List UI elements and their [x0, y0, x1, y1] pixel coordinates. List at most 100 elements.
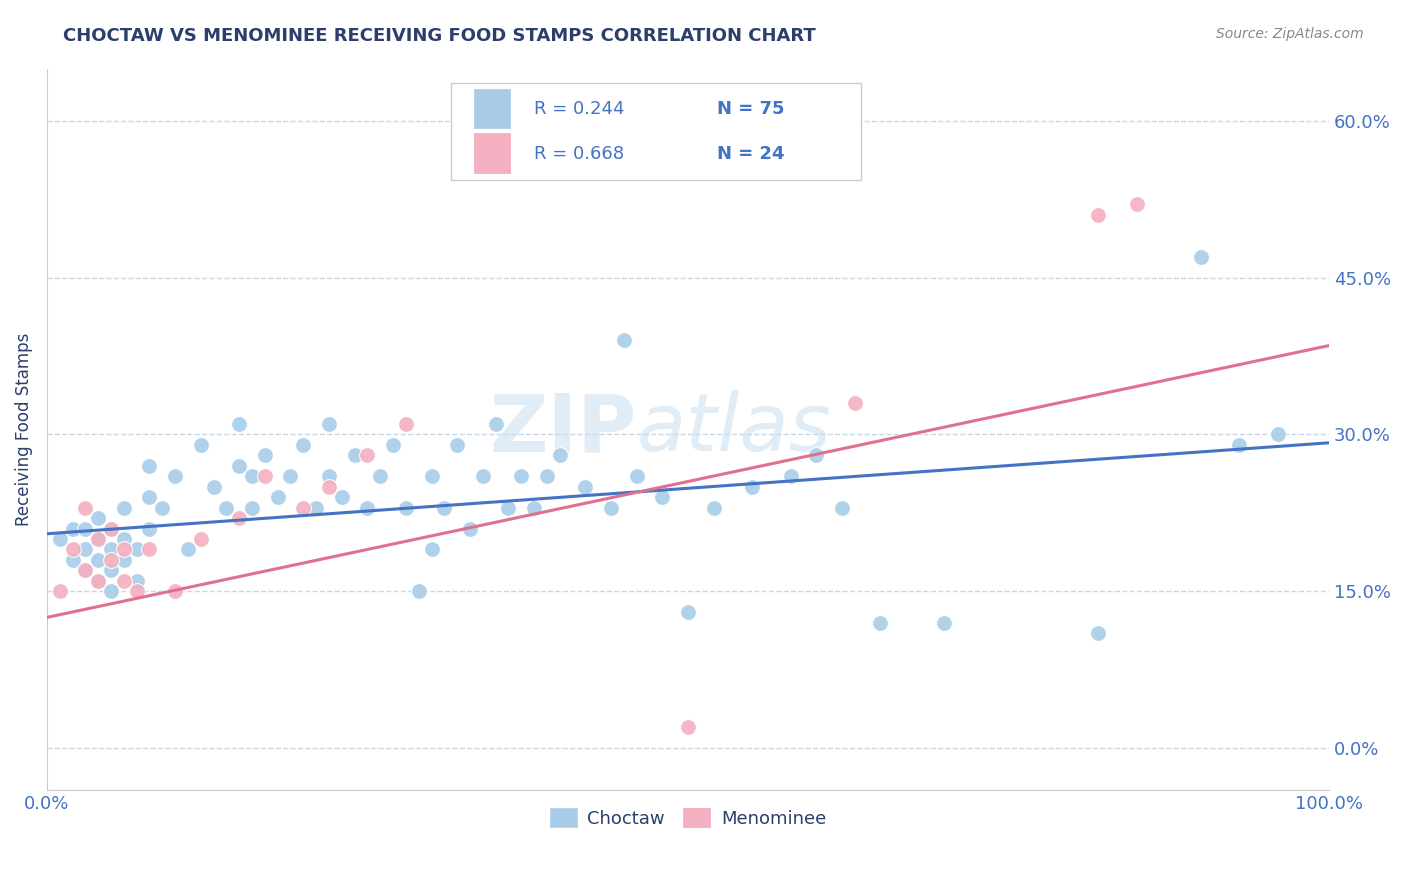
Point [87, 553, 110, 567]
Point [100, 584, 122, 599]
Point [305, 500, 328, 515]
Point [703, 500, 725, 515]
Point [318, 417, 340, 431]
Point [215, 500, 238, 515]
Point [280, 469, 302, 483]
Point [1125, 197, 1147, 211]
Point [498, 500, 520, 515]
Point [112, 553, 135, 567]
Point [87, 532, 110, 546]
Point [190, 438, 212, 452]
Point [420, 469, 443, 483]
Point [100, 522, 122, 536]
Point [1227, 438, 1250, 452]
Point [240, 469, 263, 483]
Point [138, 522, 160, 536]
Point [138, 458, 160, 473]
Point [869, 615, 891, 630]
Point [100, 542, 122, 557]
Point [676, 720, 699, 734]
Text: N = 75: N = 75 [717, 100, 785, 118]
Point [1267, 427, 1289, 442]
Point [844, 396, 866, 410]
Point [87, 574, 110, 588]
Text: N = 24: N = 24 [717, 145, 785, 162]
Text: Source: ZipAtlas.com: Source: ZipAtlas.com [1216, 27, 1364, 41]
Point [75, 563, 97, 577]
Point [125, 584, 148, 599]
Point [651, 490, 673, 504]
Point [613, 334, 636, 348]
Point [382, 438, 405, 452]
Point [574, 480, 596, 494]
Point [112, 532, 135, 546]
Point [420, 542, 443, 557]
Text: CHOCTAW VS MENOMINEE RECEIVING FOOD STAMPS CORRELATION CHART: CHOCTAW VS MENOMINEE RECEIVING FOOD STAM… [63, 27, 815, 45]
Point [318, 480, 340, 494]
Point [125, 574, 148, 588]
Point [485, 417, 508, 431]
Point [548, 448, 571, 462]
Point [330, 490, 353, 504]
Point [292, 438, 315, 452]
Point [934, 615, 956, 630]
Point [100, 553, 122, 567]
Text: ZIP: ZIP [489, 390, 637, 468]
Point [138, 542, 160, 557]
Point [368, 469, 391, 483]
Point [408, 584, 430, 599]
Point [150, 500, 173, 515]
Point [112, 542, 135, 557]
Point [510, 469, 533, 483]
Point [292, 500, 315, 515]
Point [831, 500, 853, 515]
Point [125, 542, 148, 557]
Point [75, 563, 97, 577]
Point [48, 532, 70, 546]
Point [395, 417, 418, 431]
Point [356, 500, 378, 515]
Point [87, 511, 110, 525]
Point [471, 469, 494, 483]
Point [100, 563, 122, 577]
Point [446, 438, 468, 452]
Text: atlas: atlas [637, 390, 831, 468]
Point [62, 542, 84, 557]
Point [100, 522, 122, 536]
Point [190, 532, 212, 546]
Point [253, 448, 276, 462]
Bar [474, 134, 510, 173]
Legend: Choctaw, Menominee: Choctaw, Menominee [543, 801, 834, 835]
Point [343, 448, 366, 462]
Point [1189, 250, 1212, 264]
Point [87, 532, 110, 546]
Point [433, 500, 456, 515]
Point [75, 500, 97, 515]
Point [253, 469, 276, 483]
Point [626, 469, 648, 483]
Point [240, 500, 263, 515]
Point [202, 480, 225, 494]
Point [138, 490, 160, 504]
Point [228, 417, 250, 431]
Text: R = 0.668: R = 0.668 [534, 145, 624, 162]
Y-axis label: Receiving Food Stamps: Receiving Food Stamps [15, 333, 32, 526]
Point [48, 584, 70, 599]
Point [600, 500, 623, 515]
Point [177, 542, 200, 557]
Point [804, 448, 827, 462]
Point [318, 469, 340, 483]
Point [112, 500, 135, 515]
Point [458, 522, 481, 536]
Text: R = 0.244: R = 0.244 [534, 100, 624, 118]
Point [536, 469, 558, 483]
Point [741, 480, 763, 494]
Point [1087, 626, 1109, 640]
Point [75, 522, 97, 536]
Point [62, 553, 84, 567]
Point [112, 574, 135, 588]
Point [356, 448, 378, 462]
Point [266, 490, 288, 504]
FancyBboxPatch shape [451, 83, 860, 180]
Point [1087, 208, 1109, 222]
